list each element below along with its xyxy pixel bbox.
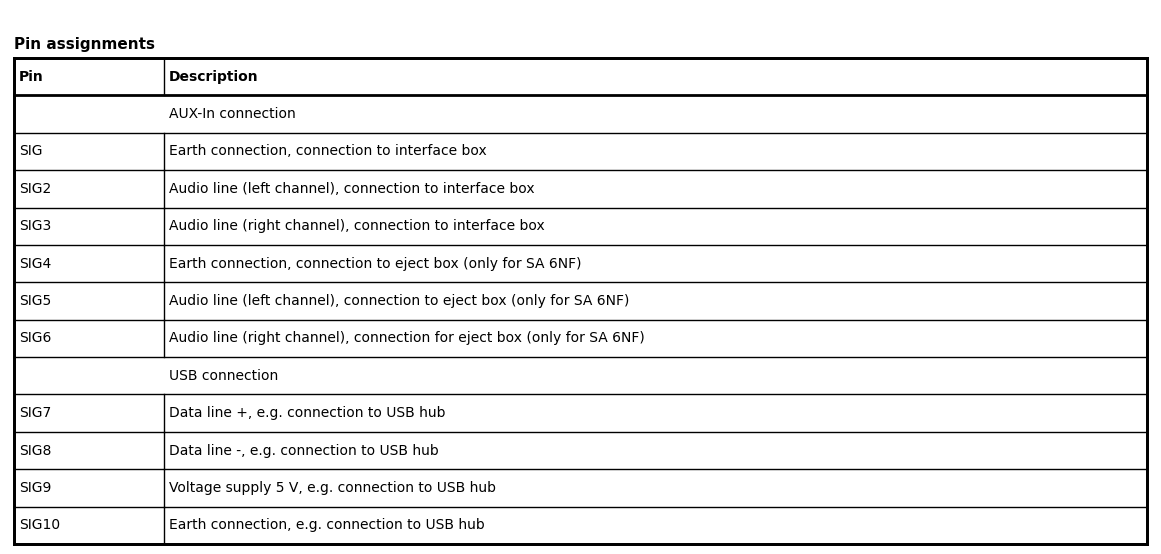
Text: SIG7: SIG7 bbox=[19, 406, 51, 420]
Text: Audio line (left channel), connection to eject box (only for SA 6NF): Audio line (left channel), connection to… bbox=[168, 294, 629, 308]
Text: SIG3: SIG3 bbox=[19, 219, 51, 233]
Text: Description: Description bbox=[168, 70, 258, 84]
Text: SIG2: SIG2 bbox=[19, 182, 51, 196]
Text: SIG4: SIG4 bbox=[19, 257, 51, 270]
Text: Data line +, e.g. connection to USB hub: Data line +, e.g. connection to USB hub bbox=[168, 406, 445, 420]
Text: Pin assignments: Pin assignments bbox=[14, 37, 156, 52]
Text: AUX-In connection: AUX-In connection bbox=[168, 107, 295, 121]
Text: Audio line (right channel), connection for eject box (only for SA 6NF): Audio line (right channel), connection f… bbox=[168, 331, 644, 345]
Text: Pin: Pin bbox=[19, 70, 44, 84]
Text: Voltage supply 5 V, e.g. connection to USB hub: Voltage supply 5 V, e.g. connection to U… bbox=[168, 481, 496, 495]
Text: Data line -, e.g. connection to USB hub: Data line -, e.g. connection to USB hub bbox=[168, 444, 439, 458]
Text: Earth connection, connection to interface box: Earth connection, connection to interfac… bbox=[168, 145, 486, 158]
Text: USB connection: USB connection bbox=[168, 369, 277, 383]
Text: SIG10: SIG10 bbox=[19, 519, 60, 532]
Bar bbox=[14, 58, 1147, 544]
Text: SIG8: SIG8 bbox=[19, 444, 51, 458]
Text: Audio line (left channel), connection to interface box: Audio line (left channel), connection to… bbox=[168, 182, 534, 196]
Text: Earth connection, connection to eject box (only for SA 6NF): Earth connection, connection to eject bo… bbox=[168, 257, 580, 270]
Text: SIG5: SIG5 bbox=[19, 294, 51, 308]
Text: Audio line (right channel), connection to interface box: Audio line (right channel), connection t… bbox=[168, 219, 545, 233]
Text: SIG9: SIG9 bbox=[19, 481, 51, 495]
Text: Earth connection, e.g. connection to USB hub: Earth connection, e.g. connection to USB… bbox=[168, 519, 484, 532]
Text: SIG: SIG bbox=[19, 145, 43, 158]
Text: SIG6: SIG6 bbox=[19, 331, 51, 345]
